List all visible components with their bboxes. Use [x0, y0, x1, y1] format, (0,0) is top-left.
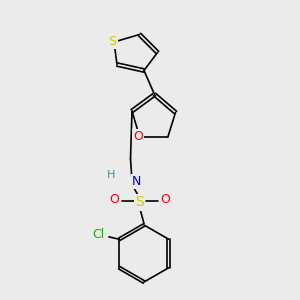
- Text: O: O: [109, 193, 119, 206]
- Text: N: N: [132, 175, 141, 188]
- Text: O: O: [133, 130, 143, 143]
- Text: Cl: Cl: [92, 228, 104, 241]
- Text: S: S: [135, 196, 144, 209]
- Text: S: S: [109, 35, 116, 48]
- Text: O: O: [160, 193, 170, 206]
- Text: H: H: [107, 170, 115, 181]
